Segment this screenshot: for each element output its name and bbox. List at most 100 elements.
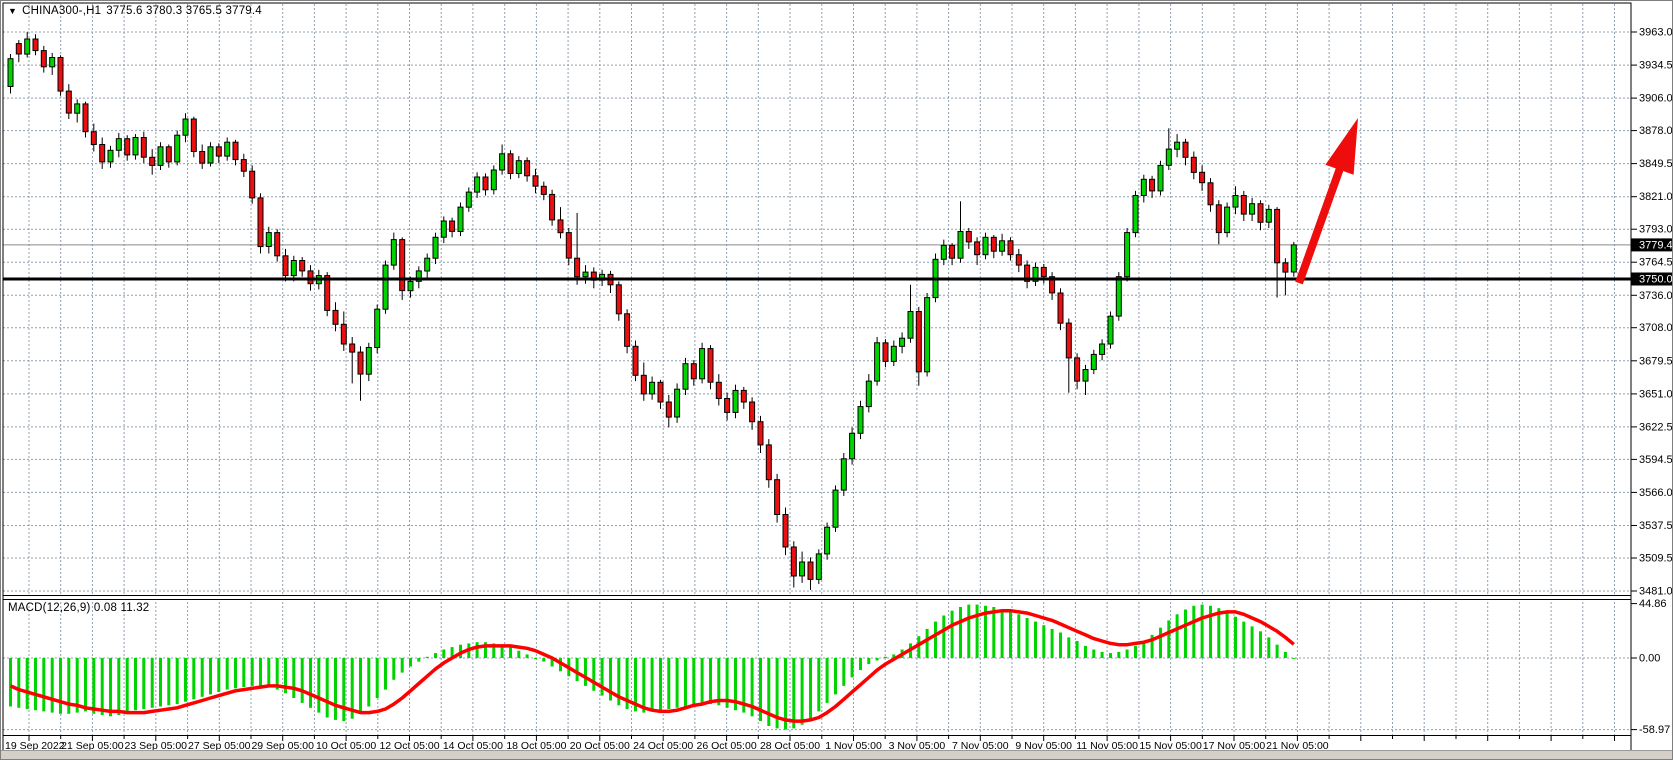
candle-bear bbox=[57, 57, 64, 92]
candle-bull bbox=[382, 264, 389, 310]
candle-bull bbox=[832, 489, 839, 528]
macd-bar bbox=[1259, 631, 1262, 658]
macd-bar bbox=[500, 644, 504, 658]
candle-bull bbox=[157, 146, 164, 166]
macd-bar bbox=[1134, 645, 1137, 658]
macd-bar bbox=[434, 653, 437, 658]
time-axis-label: 10 Oct 05:00 bbox=[316, 740, 376, 752]
macd-bar bbox=[25, 658, 29, 709]
candle-bull bbox=[865, 380, 872, 408]
candle-bear bbox=[1040, 266, 1047, 278]
macd-indicator-label: MACD(12,26,9) 0.08 11.32 bbox=[8, 602, 150, 614]
candle-bear bbox=[990, 236, 997, 252]
candle-bear bbox=[1065, 322, 1072, 359]
macd-bar bbox=[692, 658, 696, 706]
candle-bull bbox=[265, 232, 272, 248]
macd-bar bbox=[1075, 641, 1079, 658]
macd-bar bbox=[817, 658, 821, 712]
candle-bear bbox=[215, 146, 222, 157]
candle-bear bbox=[482, 176, 489, 191]
macd-axis[interactable]: 44.86 0.00 -58.97 bbox=[1631, 598, 1670, 736]
price-axis-label: 3509.5 bbox=[1639, 553, 1673, 565]
macd-bar bbox=[1225, 611, 1229, 658]
macd-bar bbox=[159, 658, 162, 707]
candle-bull bbox=[940, 244, 947, 260]
grid-layer bbox=[3, 4, 1631, 736]
time-axis-label: 12 Oct 05:00 bbox=[379, 740, 439, 752]
macd-bar bbox=[167, 658, 171, 706]
candle-bear bbox=[790, 546, 797, 577]
price-axis-label: 3594.5 bbox=[1639, 454, 1673, 466]
macd-bar bbox=[484, 642, 487, 658]
macd-histogram-layer bbox=[9, 604, 1296, 730]
macd-bar bbox=[42, 658, 46, 712]
candle-bull bbox=[1115, 276, 1122, 317]
macd-bar bbox=[667, 658, 671, 709]
price-axis-label: 3849.5 bbox=[1639, 158, 1673, 170]
collapse-triangle-icon[interactable]: ▼ bbox=[8, 6, 18, 16]
macd-bar bbox=[525, 654, 529, 658]
macd-bar bbox=[1000, 609, 1004, 658]
macd-bar bbox=[384, 658, 387, 690]
candle-bear bbox=[1190, 156, 1197, 173]
candle-bear bbox=[1149, 178, 1156, 192]
candle-bull bbox=[815, 553, 822, 580]
macd-bar bbox=[117, 658, 121, 715]
candle-bear bbox=[1207, 182, 1214, 206]
hline-price-label: 3750.0 bbox=[1639, 274, 1673, 286]
candle-bull bbox=[582, 271, 589, 278]
candle-bear bbox=[549, 193, 556, 221]
candlesticks-layer bbox=[7, 32, 1297, 590]
time-axis-label: 11 Nov 05:00 bbox=[1076, 740, 1138, 752]
time-axis-label: 14 Oct 05:00 bbox=[443, 740, 503, 752]
candle-bull bbox=[1099, 343, 1106, 355]
price-axis[interactable]: 3963.0 3934.5 3906.0 3878.0 3849.5 3821.0 3793… bbox=[1631, 27, 1673, 598]
time-axis-label: 17 Nov 05:00 bbox=[1203, 740, 1266, 752]
candle-bear bbox=[749, 401, 756, 423]
macd-bar bbox=[1209, 605, 1212, 658]
macd-bar bbox=[675, 658, 679, 708]
candle-bear bbox=[724, 398, 731, 413]
macd-bar bbox=[975, 604, 979, 658]
candle-bull bbox=[182, 118, 189, 136]
candle-bear bbox=[807, 561, 814, 580]
macd-bar bbox=[17, 658, 21, 708]
candle-bull bbox=[1124, 232, 1131, 278]
candle-bear bbox=[640, 374, 647, 395]
trend-arrow-head[interactable] bbox=[1325, 118, 1358, 175]
candle-bull bbox=[890, 345, 897, 362]
time-axis-label: 20 Oct 05:00 bbox=[570, 740, 630, 752]
macd-axis-label: 0.00 bbox=[1639, 653, 1660, 665]
macd-bar bbox=[425, 656, 429, 658]
candle-bull bbox=[1224, 206, 1231, 234]
time-axis-label: 29 Sep 05:00 bbox=[251, 740, 314, 752]
candle-bear bbox=[1199, 171, 1206, 184]
candle-bear bbox=[1074, 357, 1081, 382]
candle-bear bbox=[332, 309, 339, 325]
macd-bar bbox=[934, 621, 937, 658]
macd-bar bbox=[200, 658, 204, 697]
macd-bar bbox=[1109, 653, 1112, 658]
candle-bull bbox=[1232, 195, 1239, 208]
macd-bar bbox=[725, 658, 729, 708]
candle-bear bbox=[915, 311, 922, 373]
candle-bear bbox=[632, 345, 639, 376]
macd-bar bbox=[659, 658, 662, 711]
trend-arrow-shaft[interactable] bbox=[1295, 157, 1348, 285]
macd-bar bbox=[775, 658, 779, 729]
candle-bull bbox=[1265, 208, 1272, 223]
candle-bull bbox=[1290, 244, 1297, 273]
time-axis-label: 23 Sep 05:00 bbox=[125, 740, 188, 752]
macd-bar bbox=[742, 658, 746, 713]
candle-bull bbox=[907, 311, 914, 339]
macd-bar bbox=[1217, 608, 1221, 658]
candle-bull bbox=[874, 342, 881, 382]
macd-bar bbox=[1034, 621, 1037, 658]
macd-bar bbox=[1059, 632, 1062, 658]
candle-bear bbox=[657, 381, 664, 403]
macd-bar bbox=[350, 658, 354, 719]
macd-bar bbox=[550, 658, 554, 667]
time-axis-label: 9 Nov 05:00 bbox=[1015, 740, 1072, 752]
